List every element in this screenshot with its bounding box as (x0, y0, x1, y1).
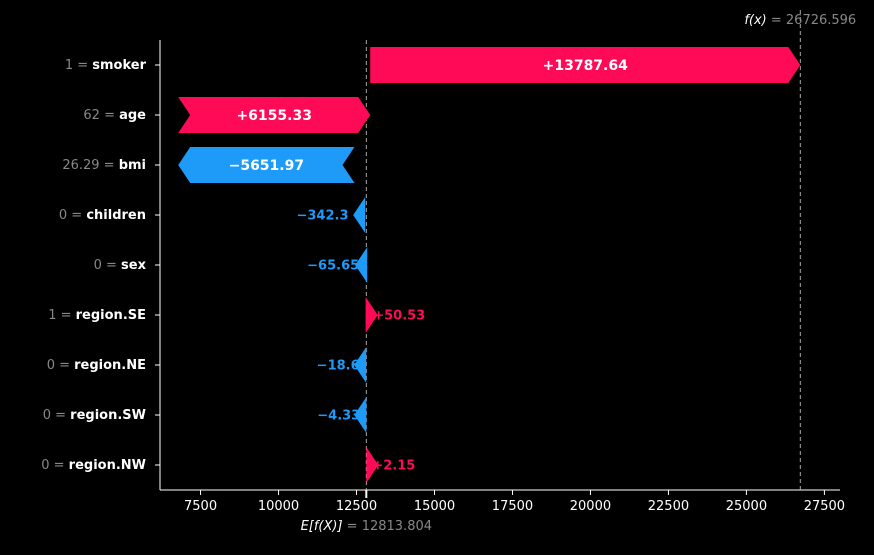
x-tick-label: 10000 (258, 499, 299, 514)
shap-value-label: +13787.64 (543, 58, 628, 74)
x-tick-label: 22500 (648, 499, 689, 514)
feature-label: 0 = region.SW (43, 408, 146, 423)
shap-waterfall-chart: 7500 10000 12500 15000 17500 20000 22500 25000 2… (0, 0, 874, 555)
base-value-label: E[f(X)] = 12813.804 (301, 519, 432, 534)
x-tick-label: 20000 (570, 499, 611, 514)
feature-label: 62 = age (83, 108, 146, 123)
shap-value-label: −342.3 (296, 209, 348, 224)
x-tick-label: 15000 (414, 499, 455, 514)
shap-value-label: −18.6 (317, 359, 360, 374)
feature-label: 0 = region.NW (41, 458, 146, 473)
x-tick-label: 7500 (184, 499, 217, 514)
x-tick-label: 17500 (492, 499, 533, 514)
x-tick-label: 25000 (726, 499, 767, 514)
feature-label: 26.29 = bmi (62, 158, 146, 173)
feature-label: 1 = smoker (65, 58, 147, 73)
feature-label: 0 = sex (94, 258, 147, 273)
feature-label: 1 = region.SE (48, 308, 146, 323)
feature-label: 0 = region.NE (47, 358, 146, 373)
fx-value-label: f(x) = 26726.596 (744, 13, 856, 28)
feature-label: 0 = children (59, 208, 146, 223)
shap-value-label: +6155.33 (236, 108, 312, 124)
shap-value-label: +50.53 (373, 309, 425, 324)
shap-value-label: −5651.97 (229, 158, 305, 174)
x-tick-label: 27500 (804, 499, 845, 514)
x-tick-label: 12500 (336, 499, 377, 514)
shap-value-label: −4.33 (317, 409, 360, 424)
shap-value-label: +2.15 (372, 459, 415, 474)
shap-value-label: −65.65 (307, 259, 359, 274)
